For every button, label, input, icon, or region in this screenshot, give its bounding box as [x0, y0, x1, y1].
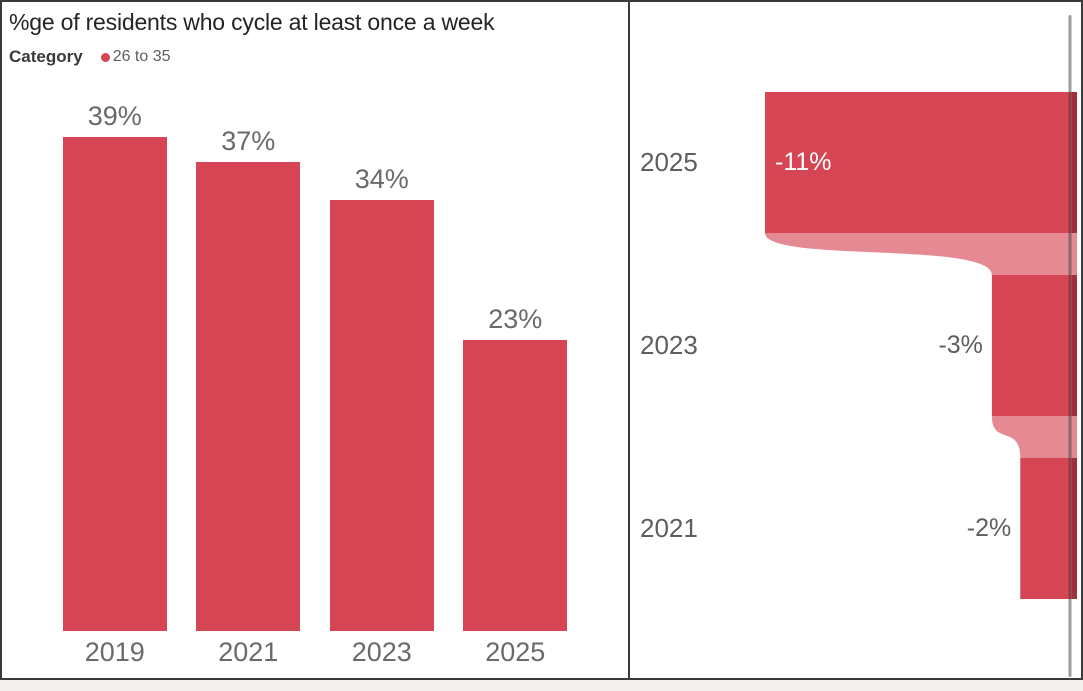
scrollbar[interactable]: [1068, 15, 1072, 677]
legend-item-label: 26 to 35: [112, 48, 171, 65]
x-axis-label-2019: 2019: [84, 637, 145, 667]
x-axis-label-2025: 2025: [485, 637, 546, 667]
funnel-connector-2023-2021: [991, 416, 1077, 458]
year-label-2023: 2023: [640, 329, 698, 360]
right-funnel-svg: [765, 15, 1077, 677]
value-label-2025: -11%: [775, 147, 832, 176]
x-axis-label-2023: 2023: [351, 637, 412, 667]
value-label-2023: -3%: [938, 330, 983, 359]
panel-divider: [628, 2, 630, 678]
bar-value-label-2025: 23%: [488, 304, 543, 334]
funnel-bar-2021[interactable]: [1020, 458, 1077, 599]
legend-marker-dot-icon: [100, 52, 110, 62]
page-background-strip: [0, 680, 1083, 691]
funnel-bar-2025[interactable]: [765, 92, 1077, 233]
legend-field-label: Category: [9, 47, 83, 66]
year-label-2021: 2021: [640, 512, 698, 543]
funnel-bar-edge-shade-2025: [1072, 92, 1077, 233]
bar-2021[interactable]: [196, 162, 301, 631]
left-chart-title: %ge of residents who cycle at least once…: [9, 9, 495, 35]
funnel-bar-edge-shade-2023: [1072, 275, 1077, 416]
bar-value-label-2023: 34%: [354, 164, 409, 194]
bar-value-label-2019: 39%: [87, 101, 142, 131]
funnel-connector-2025-2023: [765, 233, 1077, 275]
legend: Category 26 to 35: [9, 46, 171, 68]
value-label-2021: -2%: [966, 513, 1012, 542]
legend-item-26-to-35[interactable]: 26 to 35: [100, 48, 171, 66]
bar-2023[interactable]: [329, 200, 434, 631]
bar-2025[interactable]: [463, 340, 568, 631]
bar-2019[interactable]: [62, 137, 167, 631]
x-axis-label-2021: 2021: [218, 637, 279, 667]
funnel-bar-edge-shade-2021: [1072, 458, 1077, 599]
funnel-bar-2023[interactable]: [991, 275, 1077, 416]
bar-value-label-2021: 37%: [221, 126, 276, 156]
year-label-2025: 2025: [640, 146, 698, 177]
